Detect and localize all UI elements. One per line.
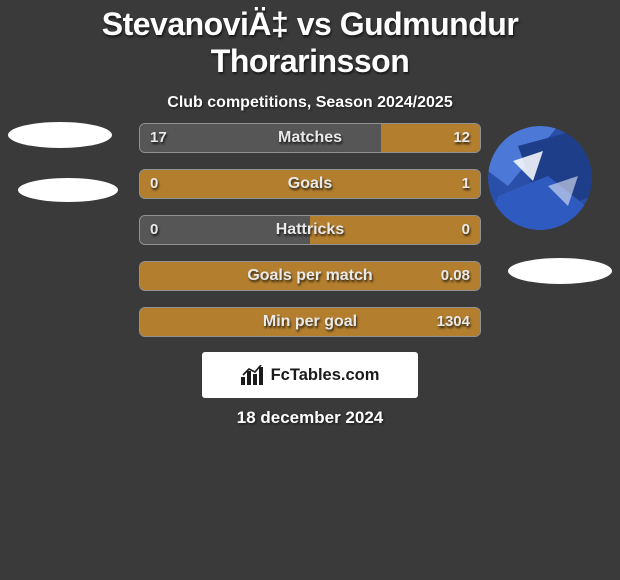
page-title: StevanoviÄ‡ vs Gudmundur Thorarinsson xyxy=(0,0,620,80)
stat-label: Matches xyxy=(140,124,480,152)
stat-label: Goals per match xyxy=(140,262,480,290)
stat-row-goals-per-match: Goals per match 0.08 xyxy=(140,262,480,290)
stat-row-hattricks: 0 Hattricks 0 xyxy=(140,216,480,244)
left-player-shape-2 xyxy=(18,178,118,202)
stat-label: Goals xyxy=(140,170,480,198)
date-text: 18 december 2024 xyxy=(0,408,620,428)
right-player-shape-1 xyxy=(508,258,612,284)
stat-row-min-per-goal: Min per goal 1304 xyxy=(140,308,480,336)
stat-label: Min per goal xyxy=(140,308,480,336)
value-right: 1304 xyxy=(437,308,470,336)
brand-text: FcTables.com xyxy=(271,366,380,385)
value-right: 0.08 xyxy=(441,262,470,290)
left-player-shape-1 xyxy=(8,122,112,148)
stat-rows: 17 Matches 12 0 Goals 1 0 Hattricks 0 Go… xyxy=(140,124,480,354)
value-right: 1 xyxy=(462,170,470,198)
value-right: 12 xyxy=(453,124,470,152)
stat-row-goals: 0 Goals 1 xyxy=(140,170,480,198)
comparison-infographic: StevanoviÄ‡ vs Gudmundur Thorarinsson Cl… xyxy=(0,0,620,580)
bar-chart-icon xyxy=(241,365,265,385)
value-right: 0 xyxy=(462,216,470,244)
page-subtitle: Club competitions, Season 2024/2025 xyxy=(0,94,620,112)
right-player-avatar xyxy=(488,126,592,230)
stat-row-matches: 17 Matches 12 xyxy=(140,124,480,152)
stat-label: Hattricks xyxy=(140,216,480,244)
brand-box: FcTables.com xyxy=(202,352,418,398)
